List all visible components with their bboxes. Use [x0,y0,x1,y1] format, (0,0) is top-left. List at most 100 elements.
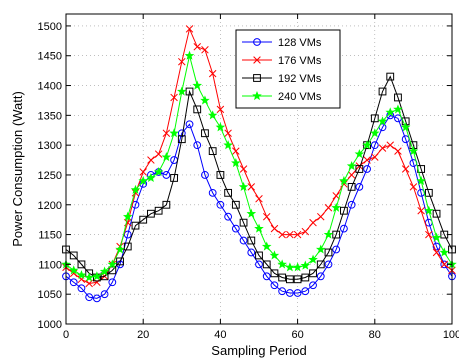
x-tick-label: 0 [63,329,69,341]
data-point [254,223,264,233]
data-point [262,260,271,269]
data-point [69,269,78,278]
data-point [92,294,101,303]
data-point [68,265,79,275]
data-point [362,140,372,150]
data-point [162,171,171,179]
data-point [431,232,442,242]
data-point [185,120,194,129]
data-point [92,271,102,281]
plot-frame [65,13,453,325]
data-point [201,171,209,179]
data-point [393,104,403,114]
data-point [224,188,233,197]
data-point [208,69,217,78]
y-tick-label: 1200 [38,200,62,212]
data-point [386,72,395,81]
data-point [416,175,426,185]
data-point [440,260,449,269]
data-point [93,278,101,287]
data-point [108,278,117,287]
data-point [355,182,364,191]
series-192-vms [62,72,456,284]
series-layer [61,25,457,303]
data-point [85,293,94,302]
series-176-vms [62,25,456,288]
data-point [370,141,379,150]
data-point [293,289,302,297]
legend-label: 128 VMs [278,37,322,49]
data-point [378,87,387,96]
data-point [261,241,272,251]
data-point [76,270,87,280]
data-point [138,175,148,185]
data-point [262,272,271,281]
data-point [139,168,147,176]
y-axis-label: Power Consumption (Watt) [10,91,25,247]
x-tick-label: 40 [214,329,226,341]
legend-marker [253,74,261,82]
data-point [285,262,295,272]
y-tick-label: 1500 [38,21,62,33]
data-point [123,242,132,251]
data-point [439,247,450,257]
data-point [131,221,140,230]
data-point [162,129,171,137]
data-point [224,129,232,137]
data-point [316,272,325,281]
series-240-vms [61,50,457,282]
data-point [139,215,148,224]
data-point [363,156,371,164]
data-point [332,245,341,254]
data-point [69,278,78,287]
data-point [255,251,263,260]
data-point [347,200,356,209]
data-point [432,242,441,251]
data-point [162,200,171,209]
data-point [278,273,287,282]
data-point [292,262,303,272]
data-point [207,110,218,120]
y-tick-label: 1150 [38,230,62,242]
data-point [153,166,164,177]
legend-label: 176 VMs [278,55,322,67]
data-point [184,50,195,60]
data-point [116,257,124,266]
data-point [99,266,110,276]
data-point [354,149,365,159]
data-point [346,160,357,171]
legend-label: 192 VMs [278,73,322,85]
data-point [378,144,387,152]
data-point [255,260,263,269]
data-point [246,208,257,218]
data-point [115,244,125,254]
data-point [239,165,248,173]
data-point [308,254,318,264]
data-point [309,218,317,227]
data-point [301,287,310,296]
legend-marker [253,38,261,46]
data-point [193,43,201,51]
data-point [77,284,86,293]
y-tick-label: 1450 [38,51,62,63]
data-point [309,281,317,290]
data-point [317,212,325,221]
data-point [339,175,349,185]
data-point [77,260,86,269]
data-point [301,227,310,236]
data-point [270,224,279,233]
data-point [309,269,317,278]
data-point [170,174,178,182]
data-point [432,209,441,218]
data-point [332,230,341,239]
data-point [193,141,202,150]
data-point [239,236,248,245]
y-tick-label: 1250 [38,170,62,182]
data-point [146,172,156,183]
legend-marker [252,90,262,101]
data-point [355,165,364,173]
data-point [247,183,256,191]
data-point [300,260,311,270]
data-point [386,141,394,149]
